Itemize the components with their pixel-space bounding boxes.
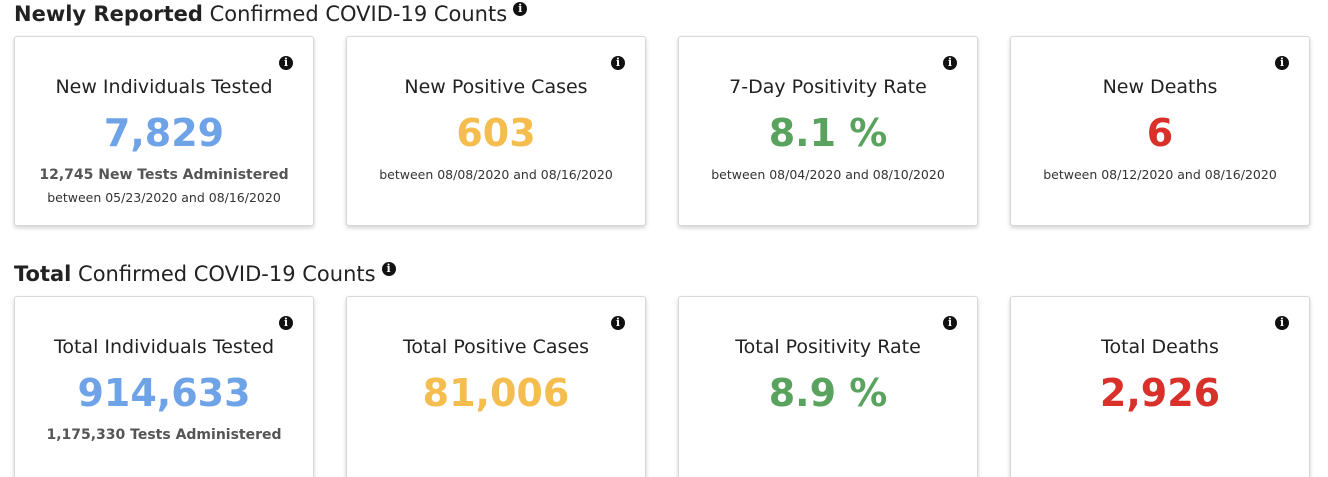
new-counts-heading-strong: Newly Reported <box>14 2 203 26</box>
total-counts-heading-strong: Total <box>14 262 72 286</box>
info-icon[interactable]: i <box>279 56 293 70</box>
total-counts-heading-rest: Confirmed COVID-19 Counts <box>71 262 376 286</box>
new-counts-heading: Newly Reported Confirmed COVID-19 Counts… <box>14 0 528 28</box>
info-icon[interactable]: i <box>279 316 293 330</box>
card-value: 7,829 <box>103 111 225 155</box>
card-title: New Individuals Tested <box>55 76 273 98</box>
card-value: 2,926 <box>1099 371 1221 415</box>
info-icon[interactable]: i <box>943 56 957 70</box>
info-icon[interactable]: i <box>611 316 625 330</box>
card-title: Total Positive Cases <box>402 336 590 358</box>
card-title: New Positive Cases <box>404 76 588 98</box>
card-title: Total Individuals Tested <box>53 336 275 358</box>
card-date-range: between 08/08/2020 and 08/16/2020 <box>379 167 613 182</box>
info-icon[interactable]: i <box>1275 56 1289 70</box>
new-positive-cases-card: i New Positive Cases 603 between 08/08/2… <box>346 36 646 226</box>
info-icon[interactable]: i <box>513 2 528 16</box>
info-icon[interactable]: i <box>611 56 625 70</box>
info-icon[interactable]: i <box>943 316 957 330</box>
card-title: Total Deaths <box>1101 336 1219 358</box>
info-icon[interactable]: i <box>381 262 396 276</box>
card-title: Total Positivity Rate <box>735 336 921 358</box>
card-value: 81,006 <box>422 371 570 415</box>
total-individuals-tested-card: i Total Individuals Tested 914,633 1,175… <box>14 296 314 477</box>
total-positivity-rate-card: i Total Positivity Rate 8.9 % <box>678 296 978 477</box>
card-date-range: between 08/12/2020 and 08/16/2020 <box>1043 167 1277 182</box>
total-counts-row: i Total Individuals Tested 914,633 1,175… <box>14 296 1314 477</box>
info-icon[interactable]: i <box>1275 316 1289 330</box>
new-counts-heading-rest: Confirmed COVID-19 Counts <box>202 2 508 26</box>
total-deaths-card: i Total Deaths 2,926 <box>1010 296 1310 477</box>
card-date-range: between 08/04/2020 and 08/10/2020 <box>711 167 945 182</box>
card-date-range: between 05/23/2020 and 08/16/2020 <box>47 190 281 205</box>
seven-day-positivity-card: i 7-Day Positivity Rate 8.1 % between 08… <box>678 36 978 226</box>
card-value: 914,633 <box>77 371 251 415</box>
total-counts-heading: Total Confirmed COVID-19 Counts i <box>14 260 396 288</box>
card-subtext: 1,175,330 Tests Administered <box>46 427 282 443</box>
card-value: 6 <box>1146 111 1174 155</box>
card-title: 7-Day Positivity Rate <box>729 76 927 98</box>
new-deaths-card: i New Deaths 6 between 08/12/2020 and 08… <box>1010 36 1310 226</box>
card-value: 8.9 % <box>768 371 888 415</box>
card-value: 8.1 % <box>768 111 888 155</box>
new-counts-row: i New Individuals Tested 7,829 12,745 Ne… <box>14 36 1314 226</box>
card-value: 603 <box>456 111 536 155</box>
card-title: New Deaths <box>1102 76 1218 98</box>
new-individuals-tested-card: i New Individuals Tested 7,829 12,745 Ne… <box>14 36 314 226</box>
card-subtext: 12,745 New Tests Administered <box>39 167 289 183</box>
total-positive-cases-card: i Total Positive Cases 81,006 <box>346 296 646 477</box>
